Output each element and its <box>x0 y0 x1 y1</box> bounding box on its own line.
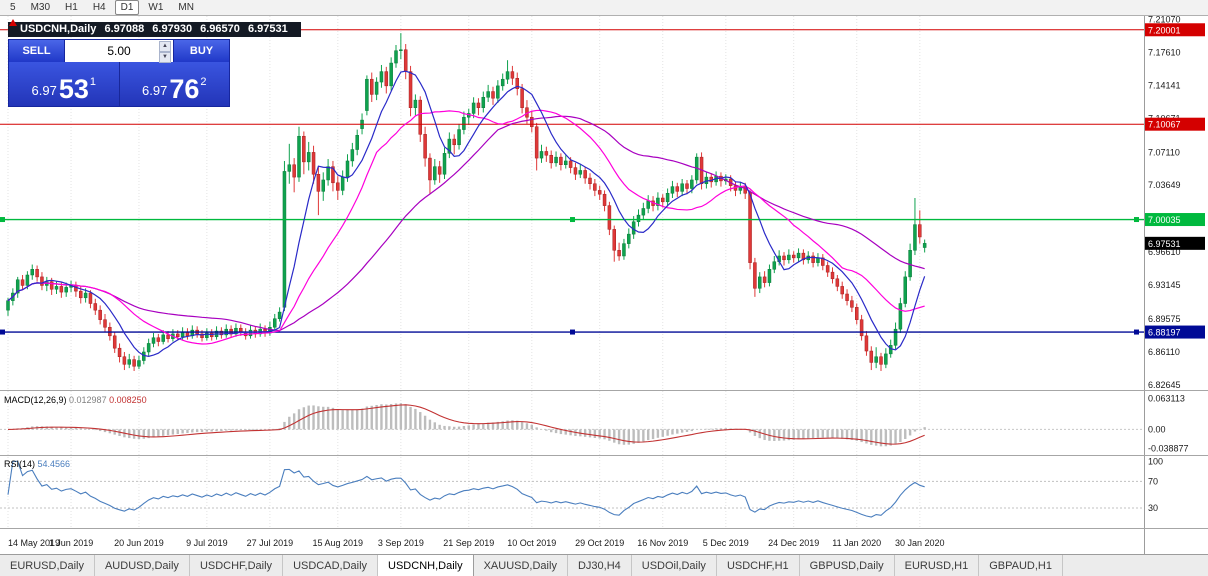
svg-text:6.88197: 6.88197 <box>1148 328 1181 338</box>
svg-text:0.063113: 0.063113 <box>1148 393 1185 403</box>
svg-text:27 Jul 2019: 27 Jul 2019 <box>247 538 294 548</box>
svg-text:10 Oct 2019: 10 Oct 2019 <box>507 538 556 548</box>
volume-down-icon[interactable]: ▼ <box>159 52 171 63</box>
svg-text:1 Jun 2019: 1 Jun 2019 <box>49 538 94 548</box>
timeframe-toolbar: 5 M30 H1 H4 D1 W1 MN <box>0 0 1208 16</box>
chart-tab-xauusd-daily[interactable]: XAUUSD,Daily <box>474 555 568 576</box>
chart-marker-icon <box>9 19 17 26</box>
sell-price[interactable]: 6.97 53 1 <box>9 62 120 106</box>
svg-text:11 Jan 2020: 11 Jan 2020 <box>832 538 881 548</box>
svg-text:9 Jul 2019: 9 Jul 2019 <box>186 538 228 548</box>
svg-text:0.00: 0.00 <box>1148 424 1166 434</box>
svg-text:6.96610: 6.96610 <box>1148 247 1181 257</box>
svg-text:7.17610: 7.17610 <box>1148 47 1181 57</box>
chart-tab-usdchf-h1[interactable]: USDCHF,H1 <box>717 555 800 576</box>
chart-tab-bar: EURUSD,Daily AUDUSD,Daily USDCHF,Daily U… <box>0 554 1208 576</box>
chart-tab-usdcad-daily[interactable]: USDCAD,Daily <box>283 555 379 576</box>
timeframe-button-m30[interactable]: M30 <box>25 0 56 15</box>
timeframe-button-h1[interactable]: H1 <box>59 0 84 15</box>
chart-tab-eurusd-daily[interactable]: EURUSD,Daily <box>0 555 95 576</box>
volume-value: 5.00 <box>107 44 131 58</box>
chart-symbol-period: USDCNH,Daily <box>20 23 97 35</box>
timeframe-button-mn[interactable]: MN <box>172 0 200 15</box>
panel-separators[interactable] <box>0 390 1208 529</box>
svg-text:5 Dec 2019: 5 Dec 2019 <box>703 538 749 548</box>
svg-text:6.97531: 6.97531 <box>1148 239 1181 249</box>
gridlines <box>7 16 921 528</box>
svg-text:7.07110: 7.07110 <box>1148 147 1180 157</box>
svg-text:21 Sep 2019: 21 Sep 2019 <box>443 538 494 548</box>
chart-tab-eurusd-h1[interactable]: EURUSD,H1 <box>895 555 980 576</box>
timeframe-button-w1[interactable]: W1 <box>142 0 169 15</box>
rsi-indicator: RSI(14) 54.4566 100 70 30 <box>0 456 1163 518</box>
svg-text:7.10067: 7.10067 <box>1148 120 1181 130</box>
chart-tab-usdchf-daily[interactable]: USDCHF,Daily <box>190 555 284 576</box>
svg-text:MACD(12,26,9) 0.012987 0.00825: MACD(12,26,9) 0.012987 0.008250 <box>4 395 147 405</box>
buy-price-pips: 76 <box>169 74 200 104</box>
one-click-trading-panel: SELL 5.00 ▲ ▼ BUY 6.97 53 1 6.97 76 2 <box>8 39 230 107</box>
svg-text:14 May 2019: 14 May 2019 <box>8 538 60 548</box>
volume-up-icon[interactable]: ▲ <box>159 41 171 52</box>
svg-text:70: 70 <box>1148 476 1158 486</box>
svg-text:7.20001: 7.20001 <box>1148 25 1181 35</box>
svg-text:6.82645: 6.82645 <box>1148 380 1181 390</box>
ohlc-open: 6.97088 <box>104 23 145 35</box>
chart-tab-gbpusd-daily[interactable]: GBPUSD,Daily <box>800 555 895 576</box>
ohlc-close: 6.97531 <box>247 23 288 35</box>
buy-price-point: 2 <box>200 76 207 88</box>
svg-text:7.14141: 7.14141 <box>1148 80 1181 90</box>
svg-text:6.93145: 6.93145 <box>1148 280 1181 290</box>
moving-averages <box>7 70 926 357</box>
timeframe-button-5[interactable]: 5 <box>4 0 22 15</box>
chart-tab-audusd-daily[interactable]: AUDUSD,Daily <box>95 555 190 576</box>
buy-price-prefix: 6.97 <box>142 83 168 98</box>
svg-text:30: 30 <box>1148 503 1158 513</box>
macd-indicator: MACD(12,26,9) 0.012987 0.008250 0.063113 0… <box>0 393 1189 453</box>
sell-price-prefix: 6.97 <box>31 83 57 98</box>
price-axis[interactable]: 7.210707.176107.141417.106717.071107.036… <box>1144 16 1206 554</box>
svg-text:RSI(14) 54.4566: RSI(14) 54.4566 <box>4 459 70 469</box>
svg-text:20 Jun 2019: 20 Jun 2019 <box>114 538 164 548</box>
svg-text:100: 100 <box>1148 456 1163 466</box>
buy-button[interactable]: BUY <box>174 40 229 62</box>
svg-text:7.03649: 7.03649 <box>1148 180 1181 190</box>
svg-text:24 Dec 2019: 24 Dec 2019 <box>768 538 819 548</box>
timeframe-button-d1[interactable]: D1 <box>114 0 140 15</box>
sell-button[interactable]: SELL <box>9 40 64 62</box>
volume-input[interactable]: 5.00 ▲ ▼ <box>64 40 174 63</box>
svg-text:6.86110: 6.86110 <box>1148 347 1180 357</box>
chart-tab-gbpaud-h1[interactable]: GBPAUD,H1 <box>979 555 1063 576</box>
svg-text:15 Aug 2019: 15 Aug 2019 <box>313 538 364 548</box>
chart-tab-dj30-h4[interactable]: DJ30,H4 <box>568 555 632 576</box>
ohlc-high: 6.97930 <box>152 23 193 35</box>
price-level-lines[interactable] <box>0 29 1144 335</box>
buy-price[interactable]: 6.97 76 2 <box>120 62 230 106</box>
sell-price-point: 1 <box>89 76 96 88</box>
chart-tab-usdcnh-daily[interactable]: USDCNH,Daily <box>378 555 474 576</box>
svg-text:6.89575: 6.89575 <box>1148 314 1181 324</box>
ohlc-low: 6.96570 <box>200 23 240 35</box>
svg-text:29 Oct 2019: 29 Oct 2019 <box>575 538 624 548</box>
svg-text:7.21070: 7.21070 <box>1148 16 1181 25</box>
svg-text:3 Sep 2019: 3 Sep 2019 <box>378 538 424 548</box>
candlestick-series <box>6 33 927 371</box>
sell-price-pips: 53 <box>58 74 89 104</box>
svg-text:-0.038877: -0.038877 <box>1148 443 1189 453</box>
svg-text:16 Nov 2019: 16 Nov 2019 <box>637 538 688 548</box>
svg-text:30 Jan 2020: 30 Jan 2020 <box>895 538 945 548</box>
timeframe-button-h4[interactable]: H4 <box>87 0 112 15</box>
svg-text:7.00035: 7.00035 <box>1148 215 1181 225</box>
chart-tab-usdoil-daily[interactable]: USDOil,Daily <box>632 555 717 576</box>
chart-title: USDCNH,Daily 6.97088 6.97930 6.96570 6.9… <box>8 22 301 37</box>
